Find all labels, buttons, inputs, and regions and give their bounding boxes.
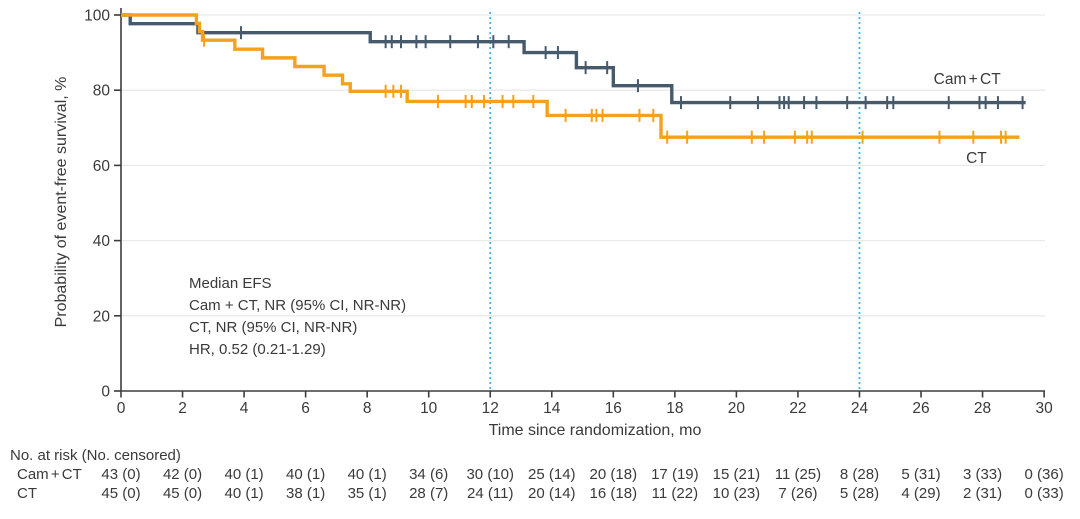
risk-value: 5 (28) bbox=[839, 485, 880, 502]
risk-value: 8 (28) bbox=[839, 466, 880, 483]
x-tick-label: 2 bbox=[178, 400, 187, 417]
x-tick-label: 8 bbox=[363, 400, 372, 417]
risk-value: 40 (1) bbox=[347, 466, 387, 483]
x-tick-label: 6 bbox=[301, 400, 310, 417]
x-tick-label: 4 bbox=[240, 400, 249, 417]
annotation-line-3: CT, NR (95% CI, NR-NR) bbox=[189, 319, 358, 336]
x-tick-label: 20 bbox=[728, 400, 746, 417]
risk-value: 40 (1) bbox=[224, 466, 264, 483]
y-tick-label: 60 bbox=[93, 158, 111, 175]
risk-value: 17 (19) bbox=[651, 466, 699, 483]
x-tick-label: 24 bbox=[851, 400, 869, 417]
x-axis-title: Time since randomization, mo bbox=[488, 422, 702, 439]
annotation-line-4: HR, 0.52 (0.21-1.29) bbox=[189, 341, 326, 358]
y-tick-label: 100 bbox=[84, 8, 110, 25]
risk-value: 45 (0) bbox=[162, 485, 203, 502]
risk-value: 40 (1) bbox=[224, 485, 264, 502]
risk-value: 0 (33) bbox=[1024, 485, 1064, 502]
y-tick-label: 80 bbox=[93, 83, 111, 100]
risk-value: 15 (21) bbox=[712, 466, 761, 483]
x-tick-label: 10 bbox=[420, 400, 438, 417]
y-tick-label: 0 bbox=[101, 384, 110, 401]
x-tick-label: 18 bbox=[666, 400, 683, 417]
risk-value: 11 (22) bbox=[651, 485, 699, 502]
risk-value: 38 (1) bbox=[286, 485, 326, 502]
risk-row-label-cam-ct: Cam + CT bbox=[17, 466, 82, 483]
ct-curve bbox=[121, 13, 1020, 139]
risk-value: 34 (6) bbox=[409, 466, 449, 483]
x-tick-label: 30 bbox=[1035, 400, 1053, 417]
risk-value: 20 (18) bbox=[589, 466, 638, 483]
risk-value: 28 (7) bbox=[409, 485, 449, 502]
median-efs-annotation: Median EFS Cam + CT, NR (95% CI, NR-NR) … bbox=[189, 273, 406, 361]
cam-ct-series-label: Cam + CT bbox=[934, 71, 1002, 88]
y-axis-title: Probability of event-free survival, % bbox=[53, 76, 70, 328]
ct-series-label: CT bbox=[966, 150, 987, 167]
risk-value: 2 (31) bbox=[962, 485, 1003, 502]
risk-table-title: No. at risk (No. censored) bbox=[10, 447, 181, 464]
x-tick-label: 14 bbox=[543, 400, 561, 417]
risk-value: 20 (14) bbox=[528, 485, 576, 502]
risk-value: 10 (23) bbox=[712, 485, 761, 502]
annotation-line-1: Median EFS bbox=[189, 275, 272, 292]
x-tick-label: 0 bbox=[117, 400, 126, 417]
x-tick-label: 16 bbox=[605, 400, 622, 417]
annotation-line-2: Cam + CT, NR (95% CI, NR-NR) bbox=[189, 297, 407, 314]
risk-value: 7 (26) bbox=[778, 485, 818, 502]
risk-value: 24 (11) bbox=[467, 485, 514, 502]
x-tick-label: 22 bbox=[789, 400, 806, 417]
risk-value: 11 (25) bbox=[774, 466, 822, 483]
risk-value: 16 (18) bbox=[589, 485, 638, 502]
risk-value: 3 (33) bbox=[962, 466, 1003, 483]
risk-value: 35 (1) bbox=[347, 485, 387, 502]
risk-row-label-ct: CT bbox=[17, 485, 37, 502]
y-tick-label: 20 bbox=[93, 308, 111, 325]
risk-value: 40 (1) bbox=[286, 466, 326, 483]
risk-value: 0 (36) bbox=[1024, 466, 1064, 483]
risk-value: 42 (0) bbox=[162, 466, 203, 483]
x-tick-label: 26 bbox=[912, 400, 929, 417]
risk-value: 25 (14) bbox=[528, 466, 576, 483]
y-tick-label: 40 bbox=[93, 233, 111, 250]
cam-ct-curve bbox=[121, 13, 1026, 105]
risk-value: 30 (10) bbox=[466, 466, 514, 483]
risk-value: 43 (0) bbox=[101, 466, 141, 483]
x-tick-label: 28 bbox=[974, 400, 991, 417]
x-tick-label: 12 bbox=[482, 400, 499, 417]
risk-value: 45 (0) bbox=[101, 485, 141, 502]
risk-value: 5 (31) bbox=[901, 466, 941, 483]
risk-value: 4 (29) bbox=[901, 485, 941, 502]
